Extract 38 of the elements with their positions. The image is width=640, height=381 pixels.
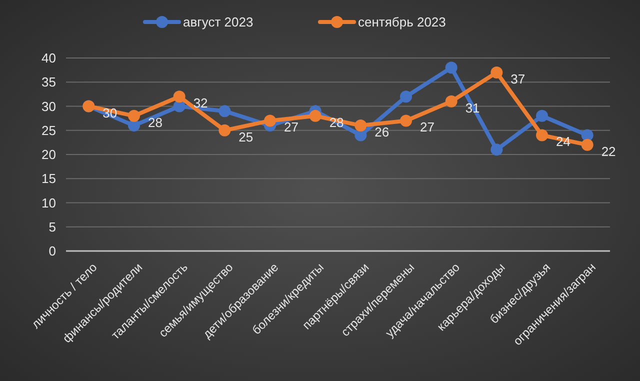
point — [536, 129, 548, 142]
point — [128, 110, 140, 122]
y-tick-label: 20 — [42, 147, 56, 162]
data-label: 25 — [238, 129, 254, 144]
data-label: 22 — [601, 144, 616, 159]
legend-label: август 2023 — [183, 14, 254, 30]
point — [581, 138, 594, 151]
data-label: 27 — [284, 120, 298, 135]
point — [400, 114, 412, 127]
point — [218, 105, 231, 118]
point — [354, 120, 367, 132]
point — [400, 90, 412, 103]
data-label: 26 — [374, 124, 390, 140]
y-tick-label: 15 — [42, 171, 56, 186]
data-label: 32 — [193, 96, 208, 111]
data-label: 27 — [420, 120, 434, 135]
y-tick-label: 30 — [42, 98, 56, 114]
point — [445, 95, 458, 108]
point — [218, 124, 231, 136]
y-tick-label: 35 — [42, 74, 56, 90]
y-tick-label: 0 — [48, 244, 56, 259]
data-label: 28 — [148, 114, 162, 130]
data-label: 30 — [102, 105, 118, 120]
point — [128, 120, 140, 132]
y-tick-label: 25 — [42, 122, 56, 138]
legend-label: сентябрь 2023 — [358, 14, 446, 30]
y-tick-label: 5 — [48, 219, 56, 234]
point — [309, 110, 322, 122]
point — [264, 114, 276, 127]
data-label: 28 — [329, 114, 344, 130]
point — [490, 66, 503, 78]
y-tick-label: 10 — [42, 195, 56, 210]
point — [173, 90, 186, 103]
y-tick-label: 40 — [42, 50, 56, 66]
point — [490, 144, 503, 156]
data-label: 37 — [510, 71, 526, 86]
point — [536, 110, 548, 122]
point — [445, 62, 458, 74]
